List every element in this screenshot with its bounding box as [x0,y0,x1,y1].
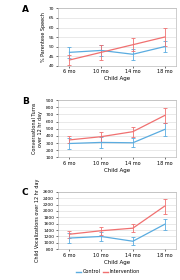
Y-axis label: % Parentese Speech: % Parentese Speech [41,12,46,62]
Legend: Control, Intervention: Control, Intervention [74,267,142,276]
X-axis label: Child Age: Child Age [104,260,130,265]
Text: A: A [22,5,29,14]
Text: B: B [22,97,29,106]
X-axis label: Child Age: Child Age [104,168,130,173]
X-axis label: Child Age: Child Age [104,76,130,81]
Y-axis label: Child Vocalizations over 12 hr day: Child Vocalizations over 12 hr day [35,179,40,262]
Y-axis label: Conversational Turns
over 12 hr day: Conversational Turns over 12 hr day [32,103,43,155]
Text: C: C [22,188,29,197]
